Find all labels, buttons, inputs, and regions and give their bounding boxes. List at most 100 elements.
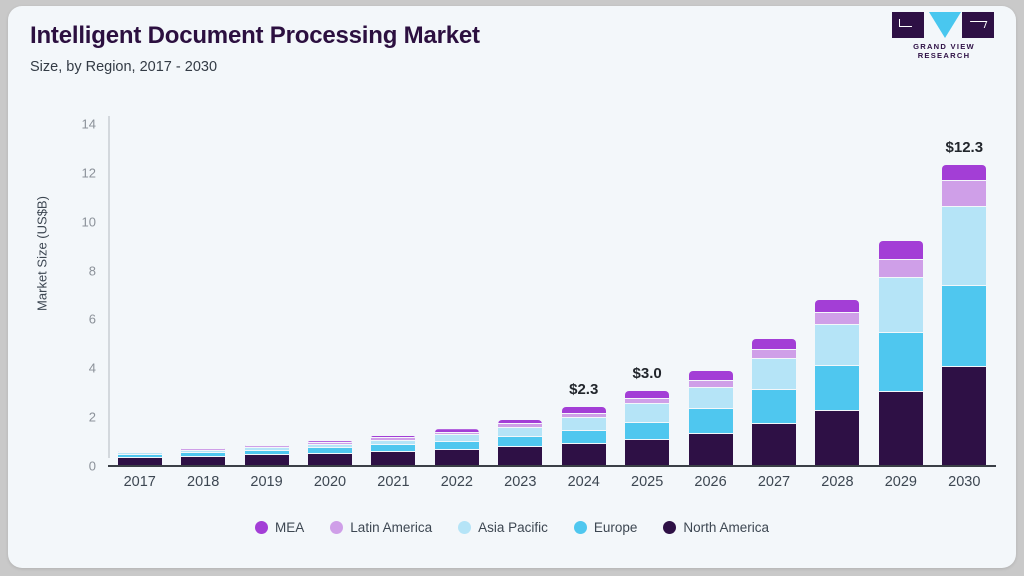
bar-segment-mea[interactable] [181, 448, 226, 450]
legend-item-europe[interactable]: Europe [573, 520, 637, 535]
legend-swatch-icon [255, 521, 269, 534]
bar-segment-latin-america[interactable] [117, 452, 162, 454]
bar-segment-europe[interactable] [688, 408, 733, 435]
bar-segment-latin-america[interactable] [878, 259, 923, 279]
bar-group[interactable] [117, 451, 162, 465]
bar-segment-latin-america[interactable] [752, 349, 796, 359]
bar-group[interactable]: $3.0 [625, 365, 670, 465]
bar-segment-asia-pacific[interactable] [117, 453, 162, 455]
bar-group[interactable] [815, 300, 860, 465]
bar-segment-north-america[interactable] [371, 451, 416, 465]
bar-segment-latin-america[interactable] [688, 381, 733, 389]
bar-segment-asia-pacific[interactable] [942, 207, 987, 287]
bar-segment-mea[interactable] [625, 390, 670, 399]
bar-segment-mea[interactable] [117, 451, 162, 453]
bar-segment-latin-america[interactable] [434, 432, 479, 436]
y-axis-tick-label: 0 [88, 458, 96, 474]
bar-segment-asia-pacific[interactable] [308, 444, 352, 449]
bar-segment-north-america[interactable] [752, 423, 796, 465]
bar-segment-asia-pacific[interactable] [752, 359, 796, 391]
bar-segment-europe[interactable] [434, 441, 479, 450]
bar-segment-asia-pacific[interactable] [244, 447, 289, 451]
bar-segment-north-america[interactable] [878, 392, 923, 465]
bar-segment-latin-america[interactable] [308, 443, 352, 445]
bar-segment-north-america[interactable] [117, 458, 162, 465]
bar-segment-asia-pacific[interactable] [371, 440, 416, 446]
bar-group[interactable] [244, 445, 289, 465]
y-axis-line [108, 116, 110, 458]
legend-item-asia-pacific[interactable]: Asia Pacific [458, 520, 548, 535]
bar-segment-europe[interactable] [308, 448, 352, 454]
bar-segment-europe[interactable] [244, 450, 289, 456]
legend-label: MEA [275, 520, 305, 535]
bar-segment-asia-pacific[interactable] [561, 418, 606, 431]
bar-segment-asia-pacific[interactable] [815, 325, 860, 367]
bar-segment-latin-america[interactable] [561, 413, 606, 419]
bar-segment-mea[interactable] [878, 241, 923, 260]
bar-segment-mea[interactable] [308, 441, 352, 444]
bar-segment-europe[interactable] [815, 366, 860, 411]
bar-segment-latin-america[interactable] [625, 398, 670, 405]
bar-segment-north-america[interactable] [815, 410, 860, 465]
bar-segment-north-america[interactable] [498, 446, 543, 465]
bar-segment-north-america[interactable] [434, 449, 479, 465]
bar-segment-mea[interactable] [688, 370, 733, 381]
bar-stack [308, 441, 352, 465]
bar-segment-asia-pacific[interactable] [688, 388, 733, 409]
bar-segment-mea[interactable] [752, 338, 796, 350]
bar-segment-europe[interactable] [181, 453, 226, 457]
bar-segment-mea[interactable] [244, 445, 289, 447]
bar-group[interactable] [688, 370, 733, 465]
bar-segment-north-america[interactable] [181, 456, 226, 465]
bar-segment-latin-america[interactable] [942, 181, 987, 208]
bar-group[interactable]: $12.3 [942, 139, 987, 465]
bar-group[interactable] [434, 429, 479, 465]
bar-segment-mea[interactable] [371, 435, 416, 439]
bar-segment-north-america[interactable] [308, 453, 352, 465]
bar-group[interactable] [752, 338, 796, 465]
bar-group[interactable]: $2.3 [561, 381, 606, 465]
legend-item-north-america[interactable]: North America [663, 520, 769, 535]
bar-segment-asia-pacific[interactable] [878, 278, 923, 334]
bar-group[interactable] [371, 435, 416, 465]
x-axis-tick-label: 2027 [757, 474, 791, 490]
bar-segment-europe[interactable] [625, 422, 670, 441]
bar-segment-latin-america[interactable] [181, 449, 226, 451]
bar-group[interactable] [181, 448, 226, 465]
bar-segment-north-america[interactable] [688, 434, 733, 465]
bar-segment-europe[interactable] [878, 333, 923, 393]
bar-segment-europe[interactable] [561, 430, 606, 445]
bar-segment-north-america[interactable] [561, 444, 606, 465]
bar-segment-asia-pacific[interactable] [434, 435, 479, 442]
bar-segment-europe[interactable] [942, 286, 987, 368]
bar-segment-latin-america[interactable] [498, 424, 543, 429]
bar-segment-latin-america[interactable] [371, 438, 416, 441]
bar-segment-mea[interactable] [561, 407, 606, 414]
bar-segment-mea[interactable] [434, 429, 479, 433]
bar-segment-asia-pacific[interactable] [181, 450, 226, 454]
bar-segment-mea[interactable] [942, 164, 987, 182]
y-axis-tick-label: 10 [81, 214, 96, 230]
legend-swatch-icon [458, 521, 472, 534]
legend-item-mea[interactable]: MEA [255, 520, 304, 535]
bar-segment-north-america[interactable] [942, 367, 987, 465]
y-axis-tick-label: 6 [88, 311, 96, 327]
bar-segment-asia-pacific[interactable] [625, 404, 670, 423]
bar-segment-mea[interactable] [815, 300, 860, 313]
bar-segment-latin-america[interactable] [815, 312, 860, 326]
bar-segment-mea[interactable] [498, 419, 543, 425]
bar-stack [244, 445, 289, 465]
bar-segment-north-america[interactable] [625, 440, 670, 465]
bar-segment-north-america[interactable] [244, 455, 289, 465]
bar-segment-latin-america[interactable] [244, 446, 289, 448]
bar-group[interactable] [878, 241, 923, 465]
bar-segment-europe[interactable] [498, 436, 543, 447]
bar-group[interactable] [498, 419, 543, 465]
legend-item-latin-america[interactable]: Latin America [330, 520, 432, 535]
bar-segment-europe[interactable] [117, 455, 162, 459]
bar-segment-europe[interactable] [371, 445, 416, 452]
bar-segment-asia-pacific[interactable] [498, 428, 543, 437]
bar-group[interactable] [308, 441, 352, 465]
bar-segment-europe[interactable] [752, 390, 796, 424]
